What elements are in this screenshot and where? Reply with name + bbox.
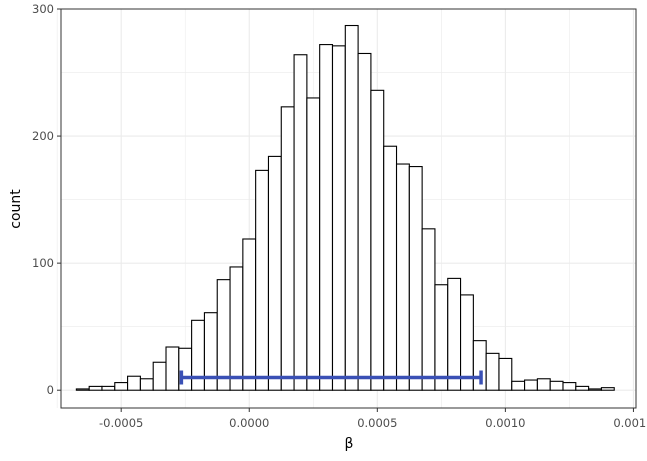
x-axis-title: β — [345, 436, 354, 452]
interval-bar — [179, 370, 483, 385]
y-axis-title: count — [8, 189, 24, 229]
histogram-bar — [536, 378, 551, 391]
histogram-bar — [434, 284, 449, 391]
x-tick-label: -0.0005 — [99, 416, 143, 430]
histogram-bar — [242, 238, 257, 391]
x-tick-label: 0.0010 — [485, 416, 525, 430]
histogram-bar — [447, 277, 462, 391]
histogram-bar — [575, 385, 590, 391]
histogram-bar — [88, 385, 103, 391]
histogram-bar — [255, 169, 270, 391]
histogram-bar — [127, 375, 141, 391]
y-tick-label: 200 — [32, 129, 54, 143]
histogram-bar — [511, 380, 526, 391]
histogram-bar — [357, 52, 372, 391]
histogram-bar — [485, 352, 500, 391]
histogram-bar — [331, 45, 346, 391]
histogram-bar — [549, 380, 564, 391]
x-tick-label: 0.0015 — [613, 416, 647, 430]
histogram-bar — [395, 163, 410, 391]
histogram-bar — [152, 361, 167, 391]
histogram-bar — [114, 382, 129, 391]
histogram-bar — [229, 266, 244, 391]
histogram-bar — [370, 89, 385, 391]
y-axis-ticks: 0 100 200 300 — [32, 2, 61, 397]
histogram-bars — [75, 24, 615, 391]
histogram-bar — [408, 166, 423, 391]
histogram-bar — [383, 145, 398, 391]
histogram-bar — [588, 388, 602, 391]
panel-border — [60, 8, 637, 409]
y-tick-label: 0 — [47, 383, 54, 397]
histogram-bar — [306, 97, 321, 391]
x-tick-label: 0.0005 — [357, 416, 397, 430]
histogram-bar — [421, 228, 436, 391]
histogram-bar — [319, 44, 334, 391]
histogram-bar — [165, 346, 180, 391]
histogram-bar — [139, 378, 154, 391]
histogram-bar — [600, 387, 615, 391]
y-tick-label: 300 — [32, 2, 54, 16]
x-axis-ticks: -0.0005 0.0000 0.0005 0.0010 0.0015 — [99, 408, 647, 430]
histogram-bar — [101, 385, 116, 391]
histogram-bar — [344, 24, 359, 391]
histogram-bar — [498, 357, 513, 391]
histogram-bar — [562, 382, 577, 391]
histogram-bar — [267, 155, 282, 391]
histogram-bar — [216, 279, 231, 391]
histogram-bar — [280, 106, 295, 391]
histogram-bar — [75, 388, 90, 391]
histogram-bar — [191, 319, 205, 391]
y-tick-label: 100 — [32, 256, 54, 270]
histogram-bar — [524, 379, 538, 391]
x-tick-label: 0.0000 — [229, 416, 269, 430]
histogram-bar — [293, 54, 308, 391]
